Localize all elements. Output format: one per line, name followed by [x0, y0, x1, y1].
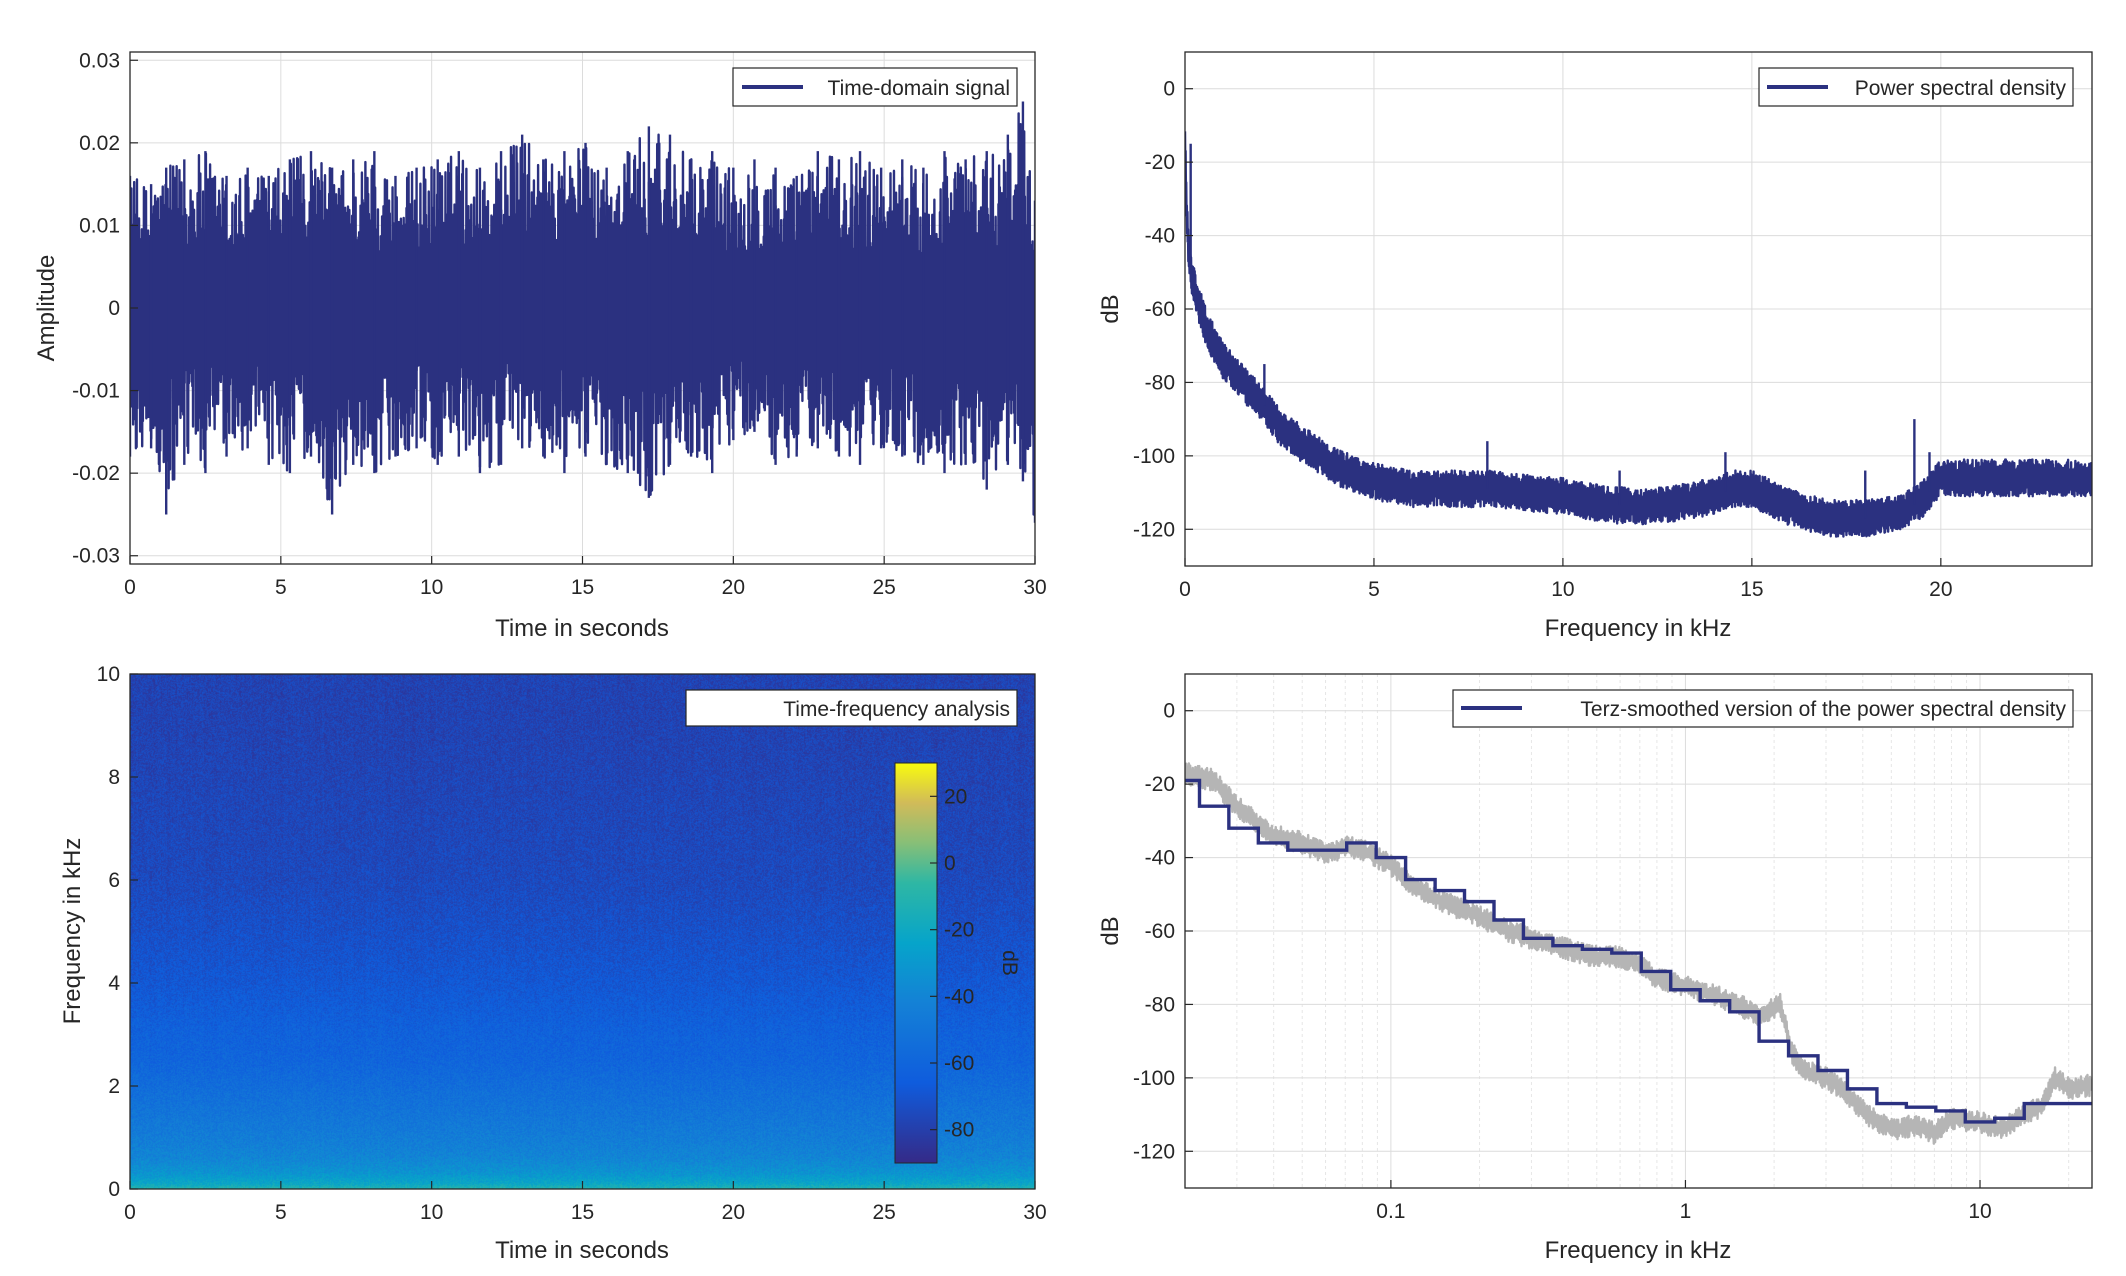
x-tick-label: 25: [872, 576, 895, 599]
y-tick-label: -40: [1145, 225, 1175, 248]
x-tick-label: 30: [1023, 1201, 1046, 1224]
colorbar-tick-label: -20: [944, 919, 974, 942]
psd-panel: 0 5 10 15 20 -120 -100 -80 -60 -40 -20 0 Frequency…: [1097, 51, 2093, 642]
terz-x-label: Frequency in kHz: [1545, 1237, 1732, 1264]
y-tick-label: -20: [1145, 773, 1175, 796]
x-tick-label: 15: [571, 576, 594, 599]
x-tick-label: 15: [571, 1201, 594, 1224]
y-tick-label: -80: [1145, 993, 1175, 1016]
y-tick-label: -60: [1145, 298, 1175, 321]
y-tick-label: 0: [1163, 700, 1175, 723]
psd-legend-label: Power spectral density: [1855, 77, 2067, 100]
colorbar-tick-label: 0: [944, 852, 956, 875]
colorbar-label: dB: [998, 950, 1021, 976]
x-tick-label: 1: [1680, 1200, 1692, 1223]
y-tick-label: 2: [108, 1075, 120, 1098]
psd-x-label: Frequency in kHz: [1545, 615, 1732, 642]
x-tick-label: 10: [1968, 1200, 1991, 1223]
terz-plot-area: [1185, 762, 2092, 1145]
spectrogram-x-ticks: 0 5 10 15 20 25 30: [124, 1181, 1047, 1224]
y-tick-label: -0.02: [72, 462, 120, 485]
series-terz-smoothed-psd: [1185, 778, 2092, 1124]
series-raw-psd: [1185, 762, 2092, 1145]
y-tick-label: 0.03: [79, 49, 120, 72]
colorbar-tick-label: -80: [944, 1119, 974, 1142]
x-tick-label: 25: [872, 1201, 895, 1224]
time-domain-x-ticks: 0 5 10 15 20 25 30: [124, 556, 1047, 599]
spectrogram-image: [130, 674, 1035, 1189]
y-tick-label: 6: [108, 869, 120, 892]
psd-legend[interactable]: Power spectral density: [1758, 67, 2074, 107]
y-tick-label: -80: [1145, 371, 1175, 394]
y-tick-label: -0.01: [72, 380, 120, 403]
series-time-domain-signal: [130, 112, 1035, 516]
terz-x-ticks: 0.1 1 10: [1376, 1180, 1992, 1223]
x-tick-label: 20: [722, 576, 745, 599]
x-tick-label: 0: [1179, 578, 1191, 601]
series-power-spectral-density: [1185, 131, 2092, 538]
y-tick-label: -100: [1133, 1067, 1175, 1090]
terz-panel: 0.1 1 10 -120 -100 -80 -60 -40 -20 0 Frequency i…: [1097, 673, 2093, 1264]
time-domain-y-ticks: -0.03 -0.02 -0.01 0 0.01 0.02 0.03: [72, 49, 138, 568]
psd-plot-area: [1185, 131, 2092, 538]
y-tick-label: -100: [1133, 445, 1175, 468]
y-tick-label: -60: [1145, 920, 1175, 943]
x-tick-label: 10: [1551, 578, 1574, 601]
time-domain-plot-area: [130, 101, 1035, 523]
spectrogram-legend-box: [685, 689, 1018, 727]
time-domain-panel: 0 5 10 15 20 25 30 -0.03 -0.02 -0.01 0 0.01 0.02 0.0…: [33, 49, 1047, 642]
spectrogram-legend[interactable]: Time-frequency analysis: [685, 689, 1018, 727]
y-tick-label: 4: [108, 972, 120, 995]
y-tick-label: -120: [1133, 1140, 1175, 1163]
psd-x-ticks: 0 5 10 15 20: [1179, 558, 1953, 601]
terz-legend[interactable]: Terz-smoothed version of the power spect…: [1452, 689, 2074, 728]
x-tick-label: 5: [1368, 578, 1380, 601]
colorbar: -80 -60 -40 -20 0 20 dB: [894, 762, 1021, 1164]
terz-legend-label: Terz-smoothed version of the power spect…: [1580, 698, 2066, 721]
x-tick-label: 0: [124, 1201, 136, 1224]
x-tick-label: 10: [420, 1201, 443, 1224]
y-tick-label: -20: [1145, 151, 1175, 174]
x-tick-label: 0.1: [1376, 1200, 1405, 1223]
time-domain-x-label: Time in seconds: [495, 615, 669, 642]
colorbar-ticks: -80 -60 -40 -20 0 20: [930, 785, 974, 1142]
x-tick-label: 0: [124, 576, 136, 599]
y-tick-label: 0: [1163, 78, 1175, 101]
spectrogram-y-ticks: 0 2 4 6 8 10: [97, 663, 138, 1201]
x-tick-label: 15: [1740, 578, 1763, 601]
colorbar-gradient: [894, 762, 938, 1164]
spectrogram-canvas-holder: [130, 674, 1035, 1189]
x-tick-label: 30: [1023, 576, 1046, 599]
y-tick-label: -0.03: [72, 545, 120, 568]
time-domain-y-label: Amplitude: [33, 255, 60, 362]
y-tick-label: 0: [108, 297, 120, 320]
spectrogram-x-label: Time in seconds: [495, 1237, 669, 1264]
terz-legend-box: [1452, 689, 2074, 728]
spectrogram-panel: 0 5 10 15 20 25 30 0 2 4 6 8 10 Time in seconds Fre…: [59, 663, 1047, 1264]
colorbar-tick-label: -60: [944, 1052, 974, 1075]
time-domain-legend-label: Time-domain signal: [828, 77, 1010, 100]
psd-y-ticks: -120 -100 -80 -60 -40 -20 0: [1133, 78, 1193, 541]
x-tick-label: 10: [420, 576, 443, 599]
terz-y-ticks: -120 -100 -80 -60 -40 -20 0: [1133, 700, 1193, 1163]
x-tick-label: 20: [1929, 578, 1952, 601]
y-tick-label: 10: [97, 663, 120, 686]
y-tick-label: 8: [108, 766, 120, 789]
spectrogram-y-label: Frequency in kHz: [59, 838, 86, 1025]
y-tick-label: 0.01: [79, 214, 120, 237]
colorbar-tick-label: 20: [944, 785, 967, 808]
time-domain-legend[interactable]: Time-domain signal: [732, 67, 1018, 107]
terz-y-label: dB: [1097, 916, 1124, 945]
colorbar-tick-label: -40: [944, 985, 974, 1008]
x-tick-label: 20: [722, 1201, 745, 1224]
x-tick-label: 5: [275, 1201, 287, 1224]
psd-y-label: dB: [1097, 294, 1124, 323]
y-tick-label: 0.02: [79, 132, 120, 155]
y-tick-label: -120: [1133, 518, 1175, 541]
y-tick-label: -40: [1145, 847, 1175, 870]
x-tick-label: 5: [275, 576, 287, 599]
spectrogram-legend-label: Time-frequency analysis: [783, 698, 1010, 721]
y-tick-label: 0: [108, 1178, 120, 1201]
